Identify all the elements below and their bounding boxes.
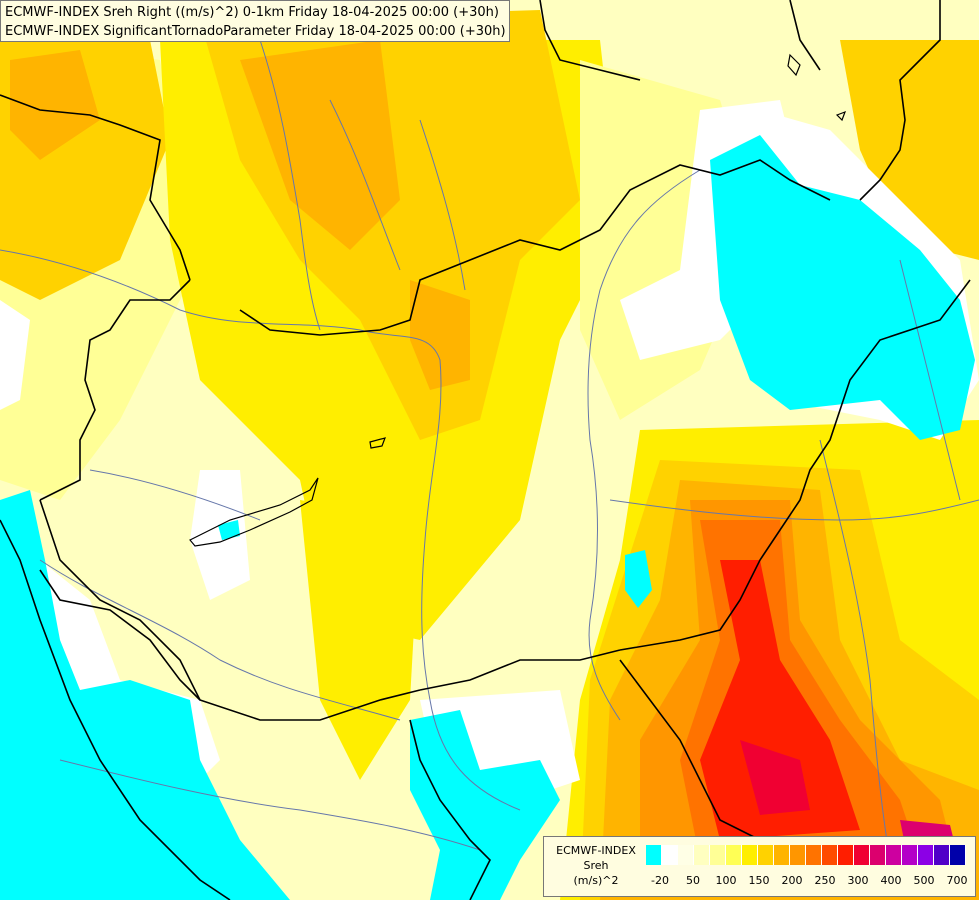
legend-tick-label: -20 — [651, 874, 669, 887]
legend-header: ECMWF-INDEX Sreh (m/s)^2 — [546, 843, 646, 888]
legend-swatch — [902, 845, 918, 865]
river-sava — [59, 759, 481, 851]
field-gold-northeast — [840, 40, 979, 260]
lake-balaton — [189, 477, 319, 547]
field-red-southeast — [700, 560, 860, 840]
cyan-area-west — [0, 490, 290, 900]
map-title-box: ECMWF-INDEX Sreh Right ((m/s)^2) 0-1km F… — [0, 0, 510, 42]
map-title-stp: ECMWF-INDEX SignificantTornadoParameter … — [5, 24, 506, 39]
legend-tick-label: 700 — [946, 874, 968, 887]
legend-tick-label: 200 — [781, 874, 803, 887]
legend-unit: (m/s)^2 — [573, 874, 619, 887]
field-orange-center-north — [240, 40, 400, 250]
white-area-west — [0, 300, 30, 410]
border-austria-hungary — [39, 279, 191, 501]
legend-swatch — [854, 845, 870, 865]
legend-tick-label: 150 — [748, 874, 770, 887]
border-croatia-bosnia — [39, 569, 201, 701]
legend-swatch — [838, 845, 854, 865]
legend-tick-label: 250 — [814, 874, 836, 887]
river-raab — [89, 469, 261, 521]
border-bosnia-serbia — [409, 719, 491, 900]
field-orange-center — [410, 280, 470, 390]
legend-ticks: -20 50 100 150 200 250 300 400 500 700 — [646, 874, 976, 890]
legend-swatch — [918, 845, 934, 865]
lake-small-2 — [787, 53, 801, 77]
white-area-central-west — [190, 470, 250, 600]
border-hungary-romania — [619, 279, 971, 651]
river-mures — [609, 499, 979, 521]
border-ukraine-romania — [859, 0, 941, 201]
map-title-sreh: ECMWF-INDEX Sreh Right ((m/s)^2) 0-1km F… — [5, 5, 499, 20]
legend-swatch — [662, 845, 678, 865]
legend-swatch — [870, 845, 886, 865]
color-legend: ECMWF-INDEX Sreh (m/s)^2 -20 50 100 150 200 2… — [543, 836, 976, 897]
legend-tick-label: 100 — [715, 874, 737, 887]
legend-tick-label: 50 — [686, 874, 700, 887]
border-hungary-croatia — [39, 499, 421, 721]
river-drava — [39, 559, 401, 721]
legend-tick-label: 300 — [847, 874, 869, 887]
legend-source: ECMWF-INDEX — [556, 844, 636, 857]
river-danube — [0, 249, 521, 811]
legend-swatch — [694, 845, 710, 865]
lake-small-3 — [835, 110, 847, 122]
lake-small-1 — [369, 437, 386, 449]
river-vah — [329, 99, 401, 271]
cyan-spot-south — [445, 848, 480, 900]
legend-swatch — [710, 845, 726, 865]
legend-swatch — [646, 845, 662, 865]
cyan-spot-east — [625, 550, 652, 608]
cyan-spot-lake — [218, 520, 240, 540]
legend-variable: Sreh — [583, 859, 609, 872]
border-north-east — [789, 0, 821, 71]
legend-swatch — [758, 845, 774, 865]
river-olt — [819, 439, 891, 861]
field-yellow-south — [300, 500, 420, 780]
legend-swatch — [806, 845, 822, 865]
river-siret — [899, 259, 961, 501]
legend-swatch — [934, 845, 950, 865]
legend-tick-label: 500 — [913, 874, 935, 887]
legend-swatch — [950, 845, 966, 865]
border-coast-adriatic — [0, 519, 231, 900]
legend-swatches — [646, 845, 966, 865]
field-crimson-southeast — [740, 740, 810, 815]
border-czechia-slovakia-north — [0, 94, 191, 281]
river-morava — [259, 39, 321, 331]
river-tisza — [587, 169, 701, 721]
legend-swatch — [726, 845, 742, 865]
cyan-area-northeast — [710, 135, 975, 440]
lakes — [189, 53, 847, 547]
cyan-areas — [0, 135, 975, 900]
field-orange-northwest — [10, 50, 100, 160]
legend-tick-label: 400 — [880, 874, 902, 887]
border-hungary-serbia — [419, 649, 621, 691]
legend-swatch — [822, 845, 838, 865]
cyan-area-south — [410, 710, 560, 900]
river-hron — [419, 119, 466, 291]
border-north-poland — [539, 0, 641, 81]
legend-swatch — [886, 845, 902, 865]
legend-swatch — [742, 845, 758, 865]
sreh-field-layer — [0, 10, 979, 900]
legend-swatch — [678, 845, 694, 865]
border-slovakia-hungary — [239, 159, 831, 336]
legend-swatch — [790, 845, 806, 865]
legend-swatch — [774, 845, 790, 865]
rivers — [0, 39, 979, 861]
